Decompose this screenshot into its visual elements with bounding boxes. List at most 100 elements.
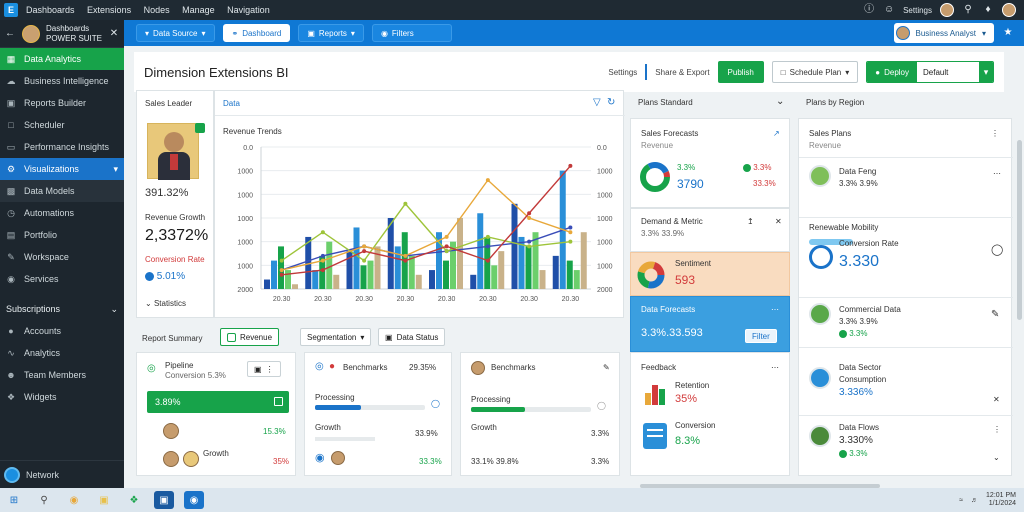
- card-sub: 3.3% 33.9%: [641, 229, 685, 238]
- scrollbar[interactable]: [1017, 140, 1022, 320]
- sidebar-item-label: Workspace: [24, 252, 69, 262]
- deploy-label: Deploy: [884, 67, 909, 77]
- sidebar-footer[interactable]: Network: [0, 460, 124, 488]
- deploy-button[interactable]: ● Deploy: [867, 62, 917, 82]
- check-icon[interactable]: ◯: [431, 399, 440, 408]
- toggle-icon[interactable]: ◯: [597, 401, 606, 410]
- sidebar-item-bi[interactable]: ☁ Business Intelligence: [0, 70, 124, 92]
- card-sub: Revenue: [641, 141, 674, 150]
- y-tick-label: 1000: [237, 240, 253, 247]
- chart-tab[interactable]: Data: [223, 99, 240, 108]
- sidebar-item-data-analytics[interactable]: ▦ Data Analytics: [0, 48, 124, 70]
- publish-button[interactable]: Publish: [717, 61, 764, 83]
- more-icon[interactable]: ⋯: [993, 169, 1001, 178]
- folder-icon[interactable]: ▣: [99, 494, 109, 506]
- avatar[interactable]: [1002, 3, 1016, 17]
- series-line: [281, 202, 571, 262]
- deploy-select[interactable]: Default: [917, 62, 979, 82]
- edit-icon[interactable]: ✎: [991, 309, 1000, 320]
- statistics-link[interactable]: ⌄ Statistics: [145, 299, 186, 308]
- close-icon[interactable]: ✕: [775, 217, 782, 226]
- chevron-down-icon[interactable]: ⌄: [776, 96, 785, 107]
- help-icon[interactable]: ⓘ: [864, 4, 875, 15]
- filter-button[interactable]: Filter: [745, 329, 777, 343]
- sidebar-item-reports[interactable]: ▣ Reports Builder: [0, 92, 124, 114]
- avatar: [163, 423, 179, 439]
- chevron-down-icon[interactable]: ▾: [979, 62, 993, 82]
- speaker-icon[interactable]: ♬: [971, 496, 979, 504]
- sidebar-item-performance[interactable]: ▭ Performance Insights: [0, 136, 124, 158]
- user-icon[interactable]: ☺: [883, 4, 895, 15]
- search-icon[interactable]: ⚲: [40, 494, 48, 506]
- sales-forecast-card: Sales Forecasts ↗ Revenue 3.3% 3790 3.3%…: [630, 118, 790, 208]
- sidebar-item-analytics[interactable]: ∿ Analytics: [0, 342, 124, 364]
- sidebar-section-header[interactable]: Subscriptions ⌄: [0, 298, 124, 320]
- schedule-label: Schedule Plan: [789, 67, 842, 77]
- data-status-chip[interactable]: ▣ Data Status: [378, 328, 446, 346]
- sidebar-item-visualizations[interactable]: ⚙ Visualizations ▾: [0, 158, 124, 180]
- series-point: [362, 258, 367, 263]
- sidebar-item-label: Business Intelligence: [24, 76, 109, 86]
- export-button[interactable]: ▣ ⋮: [247, 361, 281, 377]
- sidebar-item-automations[interactable]: ◷ Automations: [0, 202, 124, 224]
- app-icon[interactable]: ❖: [129, 494, 139, 506]
- filter-icon[interactable]: ▽: [593, 97, 601, 108]
- chart-bar: [436, 232, 442, 289]
- chip-label: Data Status: [396, 332, 439, 342]
- more-icon[interactable]: ⋮: [993, 425, 1001, 434]
- close-icon[interactable]: ✕: [109, 27, 119, 39]
- horizontal-scrollbar[interactable]: [640, 484, 880, 488]
- more-icon[interactable]: ⋯: [771, 363, 779, 372]
- settings-link[interactable]: Settings: [608, 67, 638, 77]
- settings-link[interactable]: Settings: [903, 5, 932, 15]
- dashboard-button[interactable]: ⚭ Dashboard: [222, 24, 291, 42]
- sidebar-user: Dashboards POWER SUITE: [46, 24, 102, 44]
- schedule-button[interactable]: □ Schedule Plan ▾: [771, 61, 859, 83]
- sidebar-item-scheduler[interactable]: □ Scheduler: [0, 114, 124, 136]
- edit-icon[interactable]: ✎: [603, 363, 610, 372]
- network-icon[interactable]: ★: [1003, 27, 1013, 38]
- reports-button[interactable]: ▣ Reports ▾: [298, 24, 364, 42]
- menu-item[interactable]: Navigation: [227, 5, 270, 15]
- deploy-split-button[interactable]: ● Deploy Default ▾: [866, 61, 994, 83]
- sidebar-item-workspace[interactable]: ✎ Workspace: [0, 246, 124, 268]
- sidebar-section-title: Subscriptions: [6, 304, 61, 314]
- refresh-icon[interactable]: ↻: [607, 97, 616, 108]
- avatar[interactable]: [940, 3, 954, 17]
- sidebar-item-widgets[interactable]: ❖ Widgets: [0, 386, 124, 408]
- sidebar-item-services[interactable]: ◉ Services: [0, 268, 124, 290]
- revenue-chip[interactable]: Revenue: [220, 328, 280, 346]
- user-button[interactable]: Business Analyst ▾: [893, 23, 994, 43]
- close-icon[interactable]: ✕: [993, 395, 1000, 404]
- chevron-down-icon[interactable]: ⌄: [993, 453, 1000, 462]
- menu-item[interactable]: Dashboards: [26, 5, 75, 15]
- checkbox-icon[interactable]: [274, 397, 283, 406]
- back-arrow-icon[interactable]: ←: [5, 27, 15, 39]
- sidebar-item-portfolio[interactable]: ▤ Portfolio: [0, 224, 124, 246]
- sidebar-item-accounts[interactable]: ● Accounts: [0, 320, 124, 342]
- menu-item[interactable]: Manage: [182, 5, 215, 15]
- data-source-button[interactable]: ▾ Data Source ▾: [136, 24, 215, 42]
- search-icon[interactable]: ⚲: [964, 4, 972, 15]
- active-app-icon[interactable]: ◉: [184, 491, 204, 509]
- more-icon[interactable]: ⋮: [991, 129, 999, 138]
- filters-button[interactable]: ◉ Filters: [371, 24, 452, 42]
- app-window-icon[interactable]: ▣: [154, 491, 174, 509]
- share-link[interactable]: Share & Export: [655, 67, 710, 77]
- row-value: 8.3%: [675, 435, 701, 447]
- pin-icon[interactable]: ↥: [747, 217, 754, 226]
- browser-icon[interactable]: ◉: [69, 494, 79, 506]
- menu-item[interactable]: Nodes: [143, 5, 170, 15]
- sidebar-item-data-models[interactable]: ▩ Data Models: [0, 180, 124, 202]
- series-point: [444, 244, 449, 249]
- share-icon[interactable]: ◯: [991, 244, 1004, 256]
- more-icon[interactable]: ⋯: [771, 305, 779, 314]
- segmentation-chip[interactable]: Segmentation ▾: [300, 328, 372, 346]
- wifi-icon[interactable]: ≈: [959, 496, 964, 504]
- profile-rate-value: 5.01%: [156, 271, 186, 282]
- bell-icon[interactable]: ♦: [985, 4, 991, 15]
- clock[interactable]: 12:01 PM 1/1/2024: [986, 492, 1016, 508]
- sidebar-item-team[interactable]: ☻ Team Members: [0, 364, 124, 386]
- windows-start-icon[interactable]: ⊞: [9, 494, 19, 506]
- menu-item[interactable]: Extensions: [87, 5, 132, 15]
